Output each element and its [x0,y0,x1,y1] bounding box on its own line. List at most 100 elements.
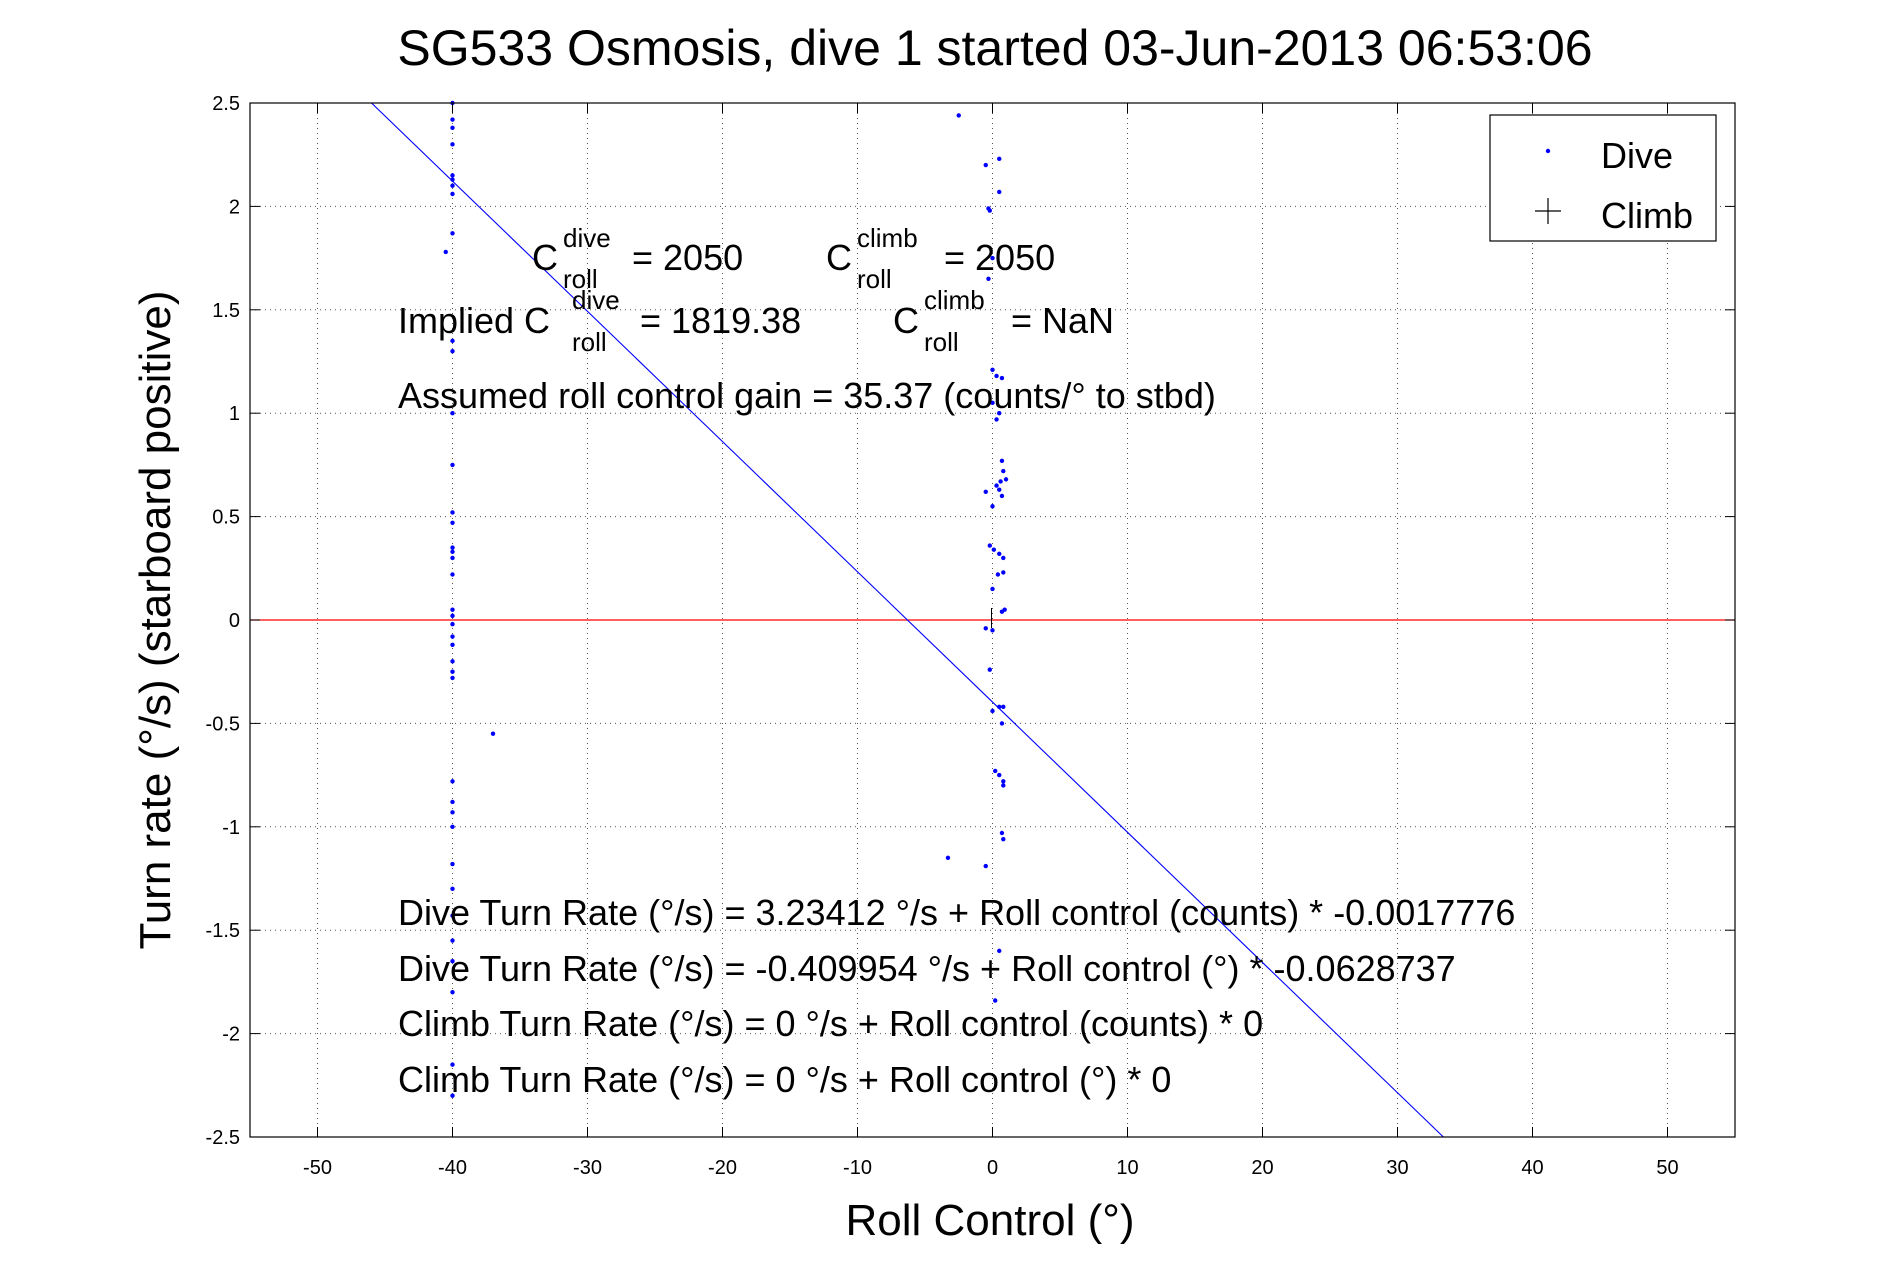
dive-point [450,549,455,554]
x-tick-label: -30 [573,1157,602,1179]
dive-point [450,1062,455,1067]
dive-point [983,162,988,168]
implied-climb-subscript: roll [924,327,959,357]
dive-point [450,348,455,354]
y-tick-label: -1.5 [206,920,240,942]
x-tick-label: -20 [708,1157,737,1179]
dive-point [999,375,1005,381]
dive-point [983,863,988,869]
implied-climb-base: C [893,300,919,341]
implied-c-roll-annotation: Implied C dive roll = 1819.38 C climb ro… [398,285,1114,357]
dive-point [998,479,1003,484]
dive-point [999,609,1005,614]
legend-climb-marker [1535,198,1561,224]
dive-point [987,543,992,548]
x-tick-label: 40 [1521,1157,1543,1179]
implied-dive-superscript: dive [572,285,620,315]
x-tick-label: 30 [1386,1157,1408,1179]
climb-eq-counts: Climb Turn Rate (°/s) = 0 °/s + Roll con… [398,1003,1263,1044]
dive-point [991,547,997,552]
dive-point [999,493,1005,499]
dive-point [450,1093,455,1098]
y-tick-label: 1.5 [212,300,240,322]
dive-point [450,799,455,805]
climb-eq-degrees: Climb Turn Rate (°/s) = 0 °/s + Roll con… [398,1059,1171,1100]
dive-point [983,489,988,494]
dive-point [990,708,995,714]
dive-point [450,545,455,550]
dive-point [450,990,455,995]
dive-point [994,417,999,422]
data-points [443,100,1009,1098]
y-tick-label: -1 [222,817,240,839]
dive-point [997,487,1002,492]
c-climb-base: C [826,237,852,278]
implied-dive-value: = 1819.38 [640,300,801,341]
dive-point [450,675,455,681]
dive-eq-counts: Dive Turn Rate (°/s) = 3.23412 °/s + Rol… [398,892,1515,933]
y-tick-label: 0 [229,610,240,632]
y-axis-label: Turn rate (°/s) (starboard positive) [131,290,180,949]
dive-point [450,642,455,648]
dive-point [450,231,455,236]
x-tick-label: -10 [843,1157,872,1179]
dive-point [450,669,455,674]
dive-point [1001,555,1006,561]
dive-point [990,255,995,261]
dive-point [994,483,999,488]
c-dive-base: C [532,237,558,278]
dive-point [450,913,455,918]
dive-point [999,830,1005,836]
dive-point [450,810,455,815]
c-climb-subscript: roll [857,264,892,294]
dive-point [450,607,455,612]
dive-point [450,634,455,639]
dive-point [999,458,1005,463]
dive-point [994,373,999,379]
dive-point [450,411,455,416]
dive-point [490,731,496,736]
c-dive-value: = 2050 [632,237,743,278]
dive-point [450,938,455,943]
dive-point [450,117,455,122]
dive-point [987,208,992,213]
dive-point [990,586,995,592]
legend-dive-marker [1545,148,1551,154]
y-tick-labels: 2.5 2 1.5 1 0.5 0 -0.5 -1 -1.5 -2 -2.5 [206,93,240,1149]
dive-point [443,249,448,255]
dive-point [450,173,455,178]
dive-point [986,276,991,281]
x-tick-label: 10 [1116,1157,1138,1179]
dive-point [995,572,1001,577]
dive-point [450,886,455,892]
dive-point [1001,570,1006,575]
dive-point [1001,783,1006,788]
dive-point [450,959,455,964]
dive-point [997,948,1002,954]
dive-point [1001,837,1006,842]
dive-point [450,621,455,627]
legend: Dive Climb [1489,114,1717,242]
dive-point [450,142,455,147]
c-dive-subscript: roll [563,264,598,294]
axis-ticks [250,102,1735,1138]
y-tick-label: 2.5 [212,93,240,115]
c-climb-superscript: climb [857,223,918,253]
dive-point [983,626,988,631]
legend-dive-label: Dive [1601,135,1673,176]
legend-box [1489,114,1717,242]
x-tick-label: 50 [1656,1157,1678,1179]
dive-point [997,551,1002,557]
dive-point [450,520,455,526]
dive-point [450,191,455,197]
dive-point [450,613,455,619]
dive-eq-degrees: Dive Turn Rate (°/s) = -0.409954 °/s + R… [398,948,1456,989]
c-climb-value: = 2050 [944,237,1055,278]
dive-point [450,572,455,577]
dive-point [999,721,1005,726]
dive-point [450,824,455,829]
dive-point [1001,779,1006,784]
dive-point [450,555,455,561]
y-tick-label: 1 [229,403,240,425]
